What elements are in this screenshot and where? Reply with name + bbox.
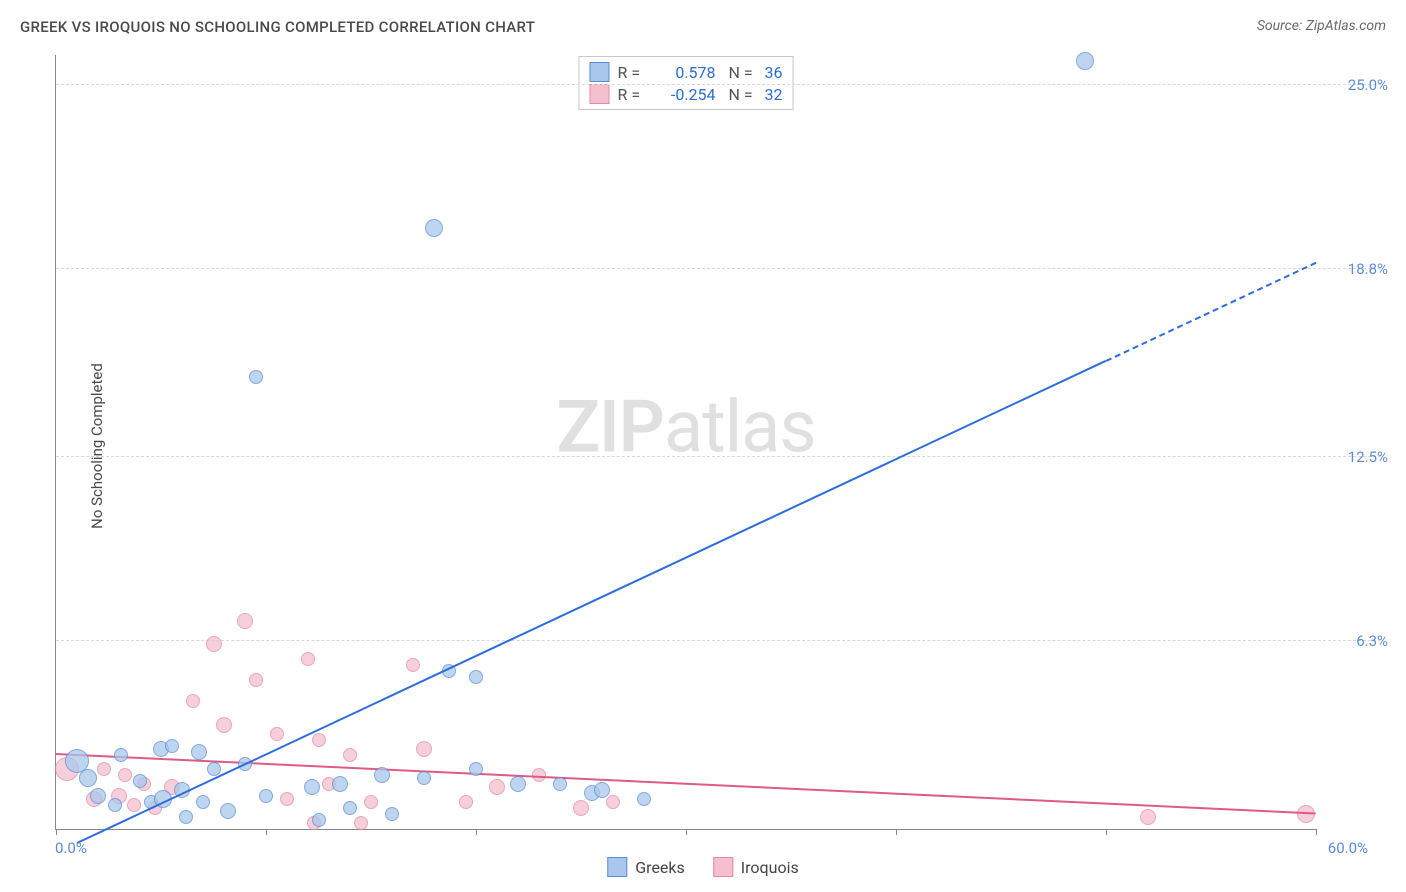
chart-title: GREEK VS IROQUOIS NO SCHOOLING COMPLETED… <box>20 18 535 36</box>
x-tick <box>896 829 897 835</box>
data-point <box>425 219 443 237</box>
data-point <box>216 717 232 733</box>
legend-swatch <box>713 857 733 877</box>
data-point <box>270 727 284 741</box>
data-point <box>459 795 473 809</box>
data-point <box>332 776 348 792</box>
data-point <box>259 789 273 803</box>
data-point <box>249 370 263 384</box>
x-min-label: 0.0% <box>55 839 87 857</box>
plot-area: ZIPatlas R =0.578N =36R =-0.254N =32 6.3… <box>55 55 1316 830</box>
data-point <box>133 774 147 788</box>
data-point <box>165 739 179 753</box>
data-point <box>406 658 420 672</box>
data-point <box>301 652 315 666</box>
data-point <box>417 771 431 785</box>
y-tick-label: 25.0% <box>1348 76 1388 94</box>
data-point <box>191 744 207 760</box>
data-point <box>1140 809 1156 825</box>
x-tick <box>266 829 267 835</box>
data-point <box>469 762 483 776</box>
y-tick-label: 18.8% <box>1348 260 1388 278</box>
data-point <box>90 788 106 804</box>
data-point <box>249 673 263 687</box>
data-point <box>343 748 357 762</box>
x-max-label: 60.0% <box>1328 839 1368 857</box>
legend-swatch <box>590 62 610 82</box>
data-point <box>354 816 368 830</box>
gridline <box>56 456 1381 457</box>
data-point <box>196 795 210 809</box>
data-point <box>343 801 357 815</box>
trend-line <box>1106 261 1317 361</box>
legend-label: Iroquois <box>741 858 799 877</box>
x-tick <box>476 829 477 835</box>
data-point <box>510 776 526 792</box>
legend-swatch <box>590 84 610 104</box>
data-point <box>97 762 111 776</box>
trend-line <box>77 360 1107 844</box>
data-point <box>385 807 399 821</box>
data-point <box>374 767 390 783</box>
data-point <box>79 769 97 787</box>
data-point <box>573 800 589 816</box>
legend-row: R =0.578N =36 <box>590 61 783 83</box>
data-point <box>606 795 620 809</box>
data-point <box>108 798 122 812</box>
gridline <box>56 84 1381 85</box>
data-point <box>489 779 505 795</box>
y-tick-label: 6.3% <box>1356 632 1388 650</box>
data-point <box>416 741 432 757</box>
data-point <box>114 748 128 762</box>
series-legend: Greeks Iroquois <box>607 857 798 877</box>
legend-label: Greeks <box>635 858 685 877</box>
data-point <box>186 694 200 708</box>
data-point <box>364 795 378 809</box>
legend-row: R =-0.254N =32 <box>590 83 783 105</box>
data-point <box>312 813 326 827</box>
data-point <box>179 810 193 824</box>
data-point <box>594 782 610 798</box>
data-point <box>280 792 294 806</box>
y-tick-label: 12.5% <box>1348 448 1388 466</box>
source-attribution: Source: ZipAtlas.com <box>1257 18 1386 34</box>
data-point <box>127 798 141 812</box>
data-point <box>553 777 567 791</box>
x-tick <box>1106 829 1107 835</box>
data-point <box>220 803 236 819</box>
x-tick <box>1316 829 1317 835</box>
data-point <box>304 779 320 795</box>
data-point <box>206 636 222 652</box>
legend-item: Greeks <box>607 857 685 877</box>
gridline <box>56 640 1381 641</box>
legend-swatch <box>607 857 627 877</box>
data-point <box>469 670 483 684</box>
data-point <box>237 613 253 629</box>
gridline <box>56 268 1381 269</box>
data-point <box>637 792 651 806</box>
data-point <box>118 768 132 782</box>
x-tick <box>56 829 57 835</box>
data-point <box>1076 52 1094 70</box>
data-point <box>312 733 326 747</box>
x-tick <box>686 829 687 835</box>
legend-item: Iroquois <box>713 857 799 877</box>
